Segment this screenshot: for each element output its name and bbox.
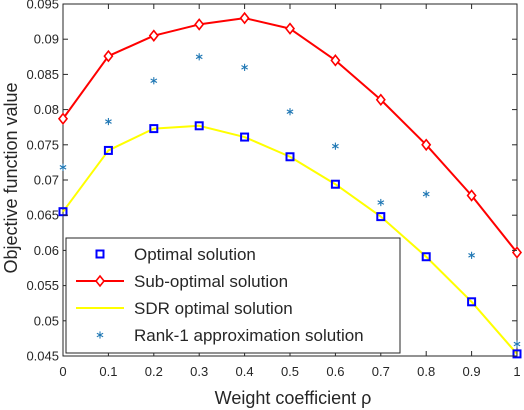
optimal-point bbox=[330, 179, 340, 189]
optimal-point bbox=[285, 152, 295, 162]
y-tick-label: 0.095 bbox=[26, 0, 59, 12]
rank1-point bbox=[241, 63, 249, 71]
x-tick-label: 1 bbox=[513, 364, 520, 379]
x-tick-label: 0.5 bbox=[281, 364, 299, 379]
y-tick-label: 0.085 bbox=[26, 67, 59, 82]
legend-box bbox=[65, 237, 401, 354]
legend-entry-label: SDR optimal solution bbox=[134, 299, 293, 318]
legend-entry-label: Optimal solution bbox=[134, 245, 256, 264]
rank1-point bbox=[513, 340, 521, 348]
x-tick-label: 0.6 bbox=[326, 364, 344, 379]
x-tick-label: 0 bbox=[59, 364, 66, 379]
x-tick-label: 0.2 bbox=[145, 364, 163, 379]
y-tick-label: 0.09 bbox=[34, 32, 59, 47]
y-tick-label: 0.06 bbox=[34, 243, 59, 258]
optimal-point bbox=[512, 349, 522, 359]
legend-entry-label: Sub-optimal solution bbox=[134, 272, 288, 291]
rank1-point bbox=[331, 142, 339, 150]
sub-optimal-point bbox=[148, 29, 159, 42]
rank1-point bbox=[422, 190, 430, 198]
x-tick-label: 0.3 bbox=[190, 364, 208, 379]
x-tick-label: 0.7 bbox=[372, 364, 390, 379]
legend-marker-optimal bbox=[95, 249, 105, 259]
sub-optimal-point bbox=[239, 11, 250, 25]
y-tick-label: 0.07 bbox=[34, 173, 59, 188]
axis-ticks: 0 0.1 0.2 0.3 0.4 0.5 0.6 0.7 0.8 0.9 1 0.045 0.05 0.… bbox=[26, 0, 520, 379]
rank1-point bbox=[59, 163, 67, 171]
y-tick-label: 0.075 bbox=[26, 137, 59, 152]
optimal-point bbox=[103, 145, 113, 155]
y-tick-label: 0.045 bbox=[26, 349, 59, 364]
sub-optimal-point bbox=[194, 18, 205, 31]
x-tick-label: 0.4 bbox=[236, 364, 254, 379]
y-tick-label: 0.05 bbox=[34, 313, 59, 328]
sdr-optimal-line bbox=[62, 124, 518, 355]
y-axis-label: Objective function value bbox=[1, 82, 21, 273]
sub-optimal-point bbox=[57, 112, 69, 126]
optimal-point bbox=[194, 121, 204, 131]
optimal-point bbox=[240, 132, 250, 142]
sub-optimal-point bbox=[103, 49, 114, 63]
optimal-point bbox=[421, 252, 431, 262]
sub-optimal-point bbox=[466, 189, 477, 202]
sub-optimal-point bbox=[375, 93, 386, 107]
y-tick-label: 0.055 bbox=[26, 278, 59, 293]
legend-entry-label: Rank-1 approximation solution bbox=[134, 326, 364, 345]
rank1-point bbox=[377, 198, 385, 207]
rank1-point bbox=[286, 108, 294, 116]
optimal-point bbox=[376, 212, 386, 222]
rank1-point bbox=[150, 77, 158, 85]
rank1-point bbox=[195, 53, 203, 61]
optimal-point bbox=[467, 297, 477, 307]
legend: Optimal solution Sub-optimal solution SDR … bbox=[65, 237, 401, 354]
legend-marker-sub-optimal bbox=[94, 274, 106, 288]
y-tick-label: 0.065 bbox=[26, 208, 59, 223]
rank1-point bbox=[468, 251, 476, 259]
x-tick-label: 0.8 bbox=[417, 364, 435, 379]
sub-optimal-point bbox=[421, 138, 432, 152]
sub-optimal-point bbox=[330, 54, 341, 67]
y-tick-label: 0.08 bbox=[34, 102, 59, 117]
optimal-point bbox=[149, 124, 159, 134]
x-tick-label: 0.1 bbox=[99, 364, 117, 379]
x-axis-label: Weight coefficient ρ bbox=[215, 388, 372, 408]
x-tick-label: 0.9 bbox=[463, 364, 481, 379]
sub-optimal-point bbox=[284, 22, 296, 35]
legend-marker-rank1 bbox=[96, 331, 104, 339]
rank1-point bbox=[104, 117, 112, 126]
